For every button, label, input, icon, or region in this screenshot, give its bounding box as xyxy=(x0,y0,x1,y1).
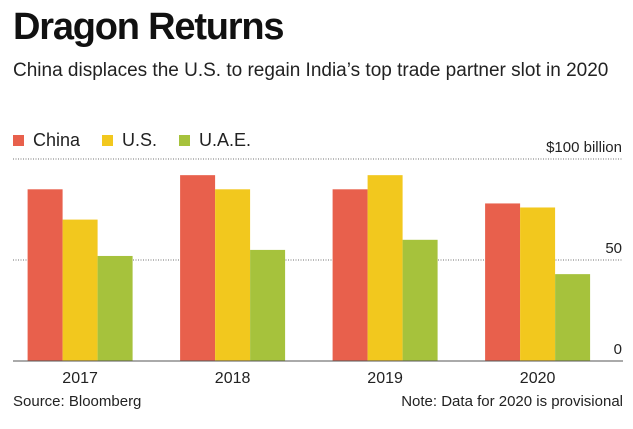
legend-item-china: China xyxy=(13,130,80,151)
y-tick-label: $100 billion xyxy=(546,139,622,156)
bar-us-2017 xyxy=(62,219,98,361)
source-note: Source: Bloomberg xyxy=(13,393,142,410)
x-tick-label: 2017 xyxy=(62,370,98,387)
legend-item-uae: U.A.E. xyxy=(179,130,251,151)
provisional-note: Note: Data for 2020 is provisional xyxy=(401,393,623,410)
bar-china-2019 xyxy=(332,189,368,361)
legend-swatch-uae xyxy=(179,135,191,146)
legend-label-china: China xyxy=(33,130,81,150)
x-tick-label: 2020 xyxy=(520,370,556,387)
bar-china-2018 xyxy=(180,175,216,361)
legend-swatch-china xyxy=(13,135,24,146)
bar-us-2019 xyxy=(367,175,403,361)
y-tick-label: 50 xyxy=(605,240,622,257)
bar-china-2020 xyxy=(485,203,521,361)
bar-uae-2019 xyxy=(402,239,438,361)
legend-swatch-us xyxy=(102,135,114,146)
x-tick-label: 2018 xyxy=(215,370,251,387)
bar-uae-2020 xyxy=(555,274,591,361)
legend-item-us: U.S. xyxy=(102,130,157,151)
bar-uae-2017 xyxy=(97,255,133,361)
bar-china-2017 xyxy=(27,189,63,361)
legend: China U.S. U.A.E. xyxy=(13,130,251,151)
legend-label-uae: U.A.E. xyxy=(199,130,252,150)
legend-label-us: U.S. xyxy=(122,130,158,150)
bar-us-2018 xyxy=(215,189,251,361)
x-tick-label: 2019 xyxy=(367,370,403,387)
bar-us-2020 xyxy=(520,207,556,361)
chart-subtitle: China displaces the U.S. to regain India… xyxy=(13,60,609,81)
chart-title: Dragon Returns xyxy=(13,6,285,48)
y-tick-label: 0 xyxy=(614,341,622,358)
bar-uae-2018 xyxy=(250,249,286,361)
